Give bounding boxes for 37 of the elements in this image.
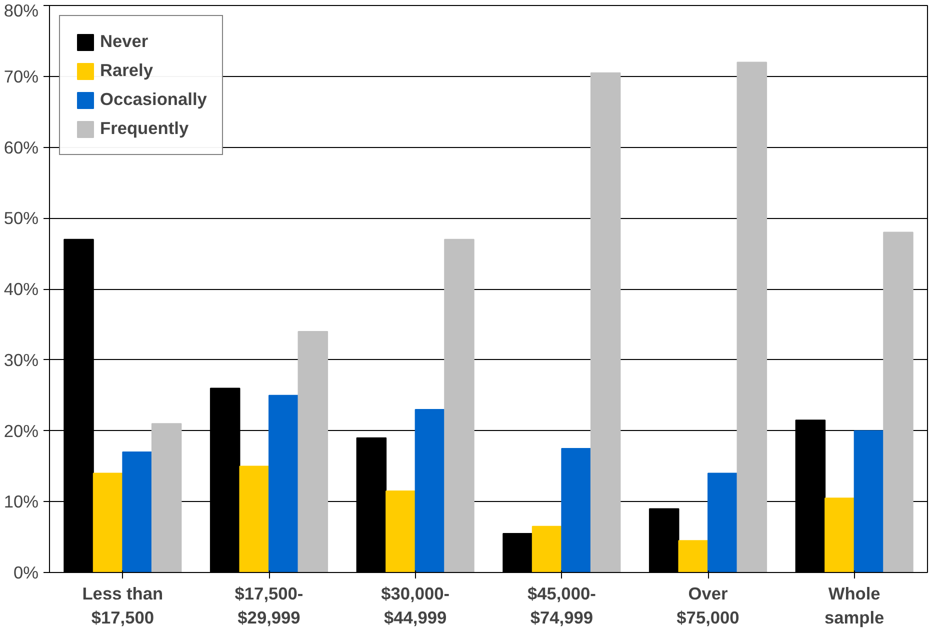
y-tick-label: 80% — [4, 0, 39, 20]
bar — [151, 423, 182, 572]
y-tick-label: 50% — [4, 208, 39, 228]
bar — [386, 490, 416, 572]
bar — [854, 430, 884, 572]
y-tick-label: 20% — [4, 420, 39, 441]
bar — [532, 526, 562, 572]
bar — [824, 498, 855, 572]
bar — [298, 331, 328, 572]
bar — [708, 472, 738, 572]
x-tick-label: Less than $17,500 — [82, 584, 164, 628]
x-tick-label: $17,500- $29,999 — [234, 584, 304, 628]
bar — [590, 72, 621, 572]
y-tick-label: 40% — [4, 279, 39, 299]
bar — [122, 452, 152, 572]
bar — [268, 394, 299, 572]
y-tick-label: 70% — [4, 66, 39, 86]
x-tick-label: $45,000- $74,999 — [527, 584, 596, 628]
y-tick-label: 10% — [4, 492, 39, 512]
y-tick-label: 0% — [13, 562, 38, 582]
x-tick-label: $30,000- $44,999 — [381, 584, 450, 628]
legend-label: Rarely — [100, 60, 153, 81]
bar — [561, 448, 592, 572]
legend-label: Never — [100, 31, 148, 52]
y-tick-label: 60% — [4, 137, 39, 158]
x-tick-label: Whole sample — [824, 584, 885, 628]
bar — [414, 408, 446, 572]
bar — [92, 472, 124, 572]
legend-label: Occasionally — [100, 89, 207, 110]
bar — [883, 232, 914, 572]
bar — [736, 62, 768, 572]
bar — [444, 238, 474, 572]
bar — [239, 466, 270, 572]
legend-label: Frequently — [100, 118, 189, 139]
x-tick-label: Over $75,000 — [676, 584, 740, 628]
bar — [678, 540, 708, 572]
y-tick-label: 30% — [4, 350, 39, 370]
